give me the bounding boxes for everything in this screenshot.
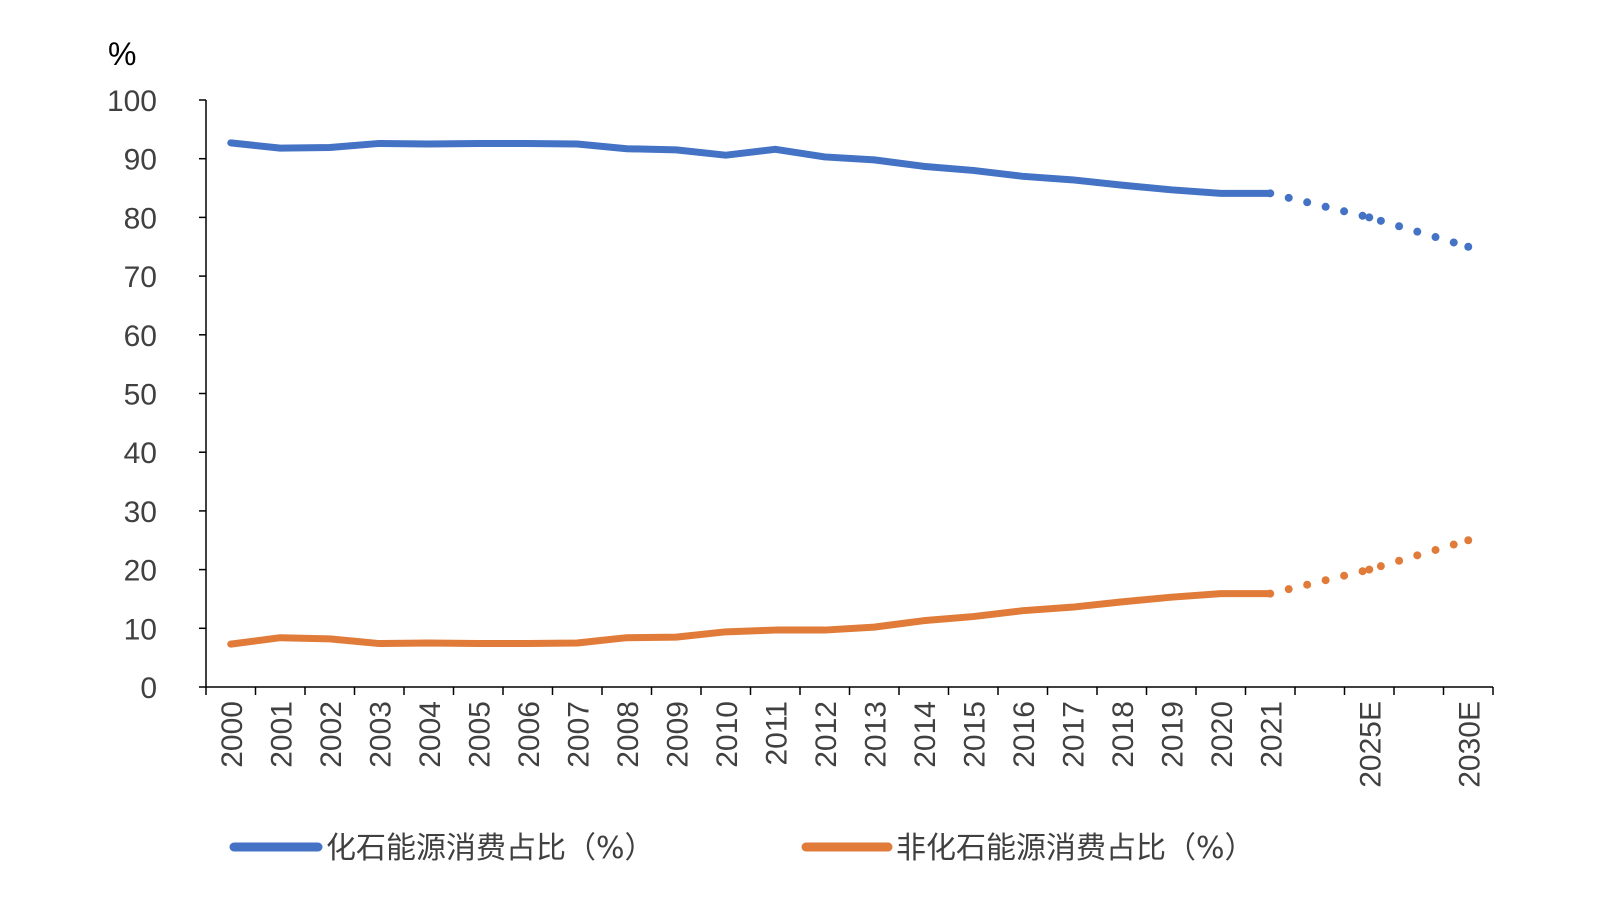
y-tick-label: 30 [124, 496, 157, 529]
data-point-1 [1464, 536, 1473, 545]
x-tick-label: 2017 [1057, 701, 1090, 768]
x-tick-label: 2030E [1453, 701, 1486, 788]
y-tick-label: 10 [124, 613, 157, 646]
x-tick-label: 2020 [1206, 701, 1239, 768]
y-axis-unit-label: % [108, 36, 136, 72]
x-tick-label: 2014 [909, 701, 942, 768]
x-tick-label: 2000 [216, 701, 249, 768]
x-tick-label: 2016 [1008, 701, 1041, 768]
legend-label-fossil: 化石能源消费占比（%） [326, 831, 655, 866]
y-tick-label: 90 [124, 144, 157, 177]
x-tick-label: 2008 [612, 701, 645, 768]
y-tick-label: 40 [124, 437, 157, 470]
x-tick-label: 2007 [562, 701, 595, 768]
x-tick-label: 2002 [315, 701, 348, 768]
x-tick-label: 2001 [265, 701, 298, 768]
y-tick-label: 20 [124, 555, 157, 588]
x-tick-label: 2011 [760, 701, 793, 766]
legend-label-non-fossil: 非化石能源消费占比（%） [896, 831, 1255, 866]
x-tick-label: 2021 [1255, 701, 1288, 768]
y-tick-label: 0 [140, 672, 157, 705]
x-tick-label: 2006 [513, 701, 546, 768]
x-tick-label: 2012 [810, 701, 843, 768]
y-tick-label: 70 [124, 261, 157, 294]
x-tick-label: 2018 [1107, 701, 1140, 768]
x-tick-label: 2009 [661, 701, 694, 768]
series-line-0 [227, 139, 1274, 197]
y-tick-label: 100 [107, 85, 157, 118]
x-tick-label: 2019 [1156, 701, 1189, 768]
x-tick-label: 2003 [364, 701, 397, 768]
series-projection-0 [1266, 189, 1473, 251]
data-point-0 [1365, 213, 1374, 222]
series-projection-1 [1266, 536, 1473, 598]
y-tick-label: 60 [124, 320, 157, 353]
x-tick-label: 2015 [958, 701, 991, 768]
x-tick-label: 2005 [463, 701, 496, 768]
x-tick-label: 2013 [859, 701, 892, 768]
y-tick-label: 50 [124, 379, 157, 412]
series-line-1 [227, 590, 1274, 648]
data-point-1 [1365, 565, 1374, 574]
x-tick-label: 2004 [414, 701, 447, 768]
x-tick-label: 2010 [711, 701, 744, 768]
y-tick-label: 80 [124, 202, 157, 235]
data-point-0 [1464, 242, 1473, 251]
x-tick-label: 2025E [1354, 701, 1387, 788]
